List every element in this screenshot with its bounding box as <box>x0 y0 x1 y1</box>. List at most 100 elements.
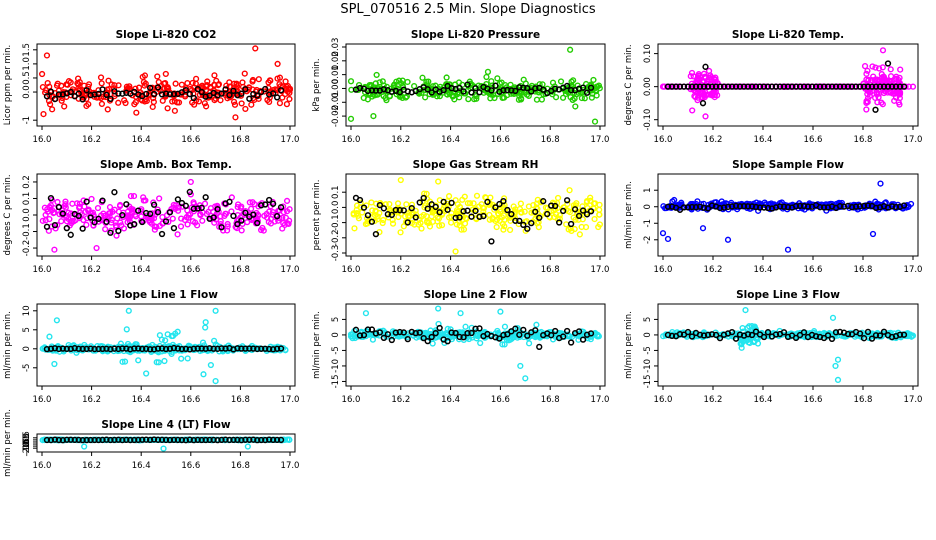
data-point <box>458 226 465 233</box>
data-point <box>43 436 51 444</box>
data-point <box>99 436 106 444</box>
data-point <box>218 224 225 231</box>
data-point <box>283 197 291 204</box>
data-point <box>255 76 262 83</box>
y-tick-label: -0.01 <box>331 91 341 113</box>
data-point <box>444 325 451 333</box>
data-point <box>162 337 169 344</box>
data-point <box>884 83 892 90</box>
data-point <box>581 95 588 102</box>
data-point <box>397 176 404 184</box>
data-point <box>190 94 197 102</box>
data-point <box>115 227 122 235</box>
data-point <box>776 83 784 90</box>
data-point <box>83 221 90 228</box>
data-point <box>146 210 154 217</box>
data-point <box>800 83 808 90</box>
data-point <box>875 90 883 97</box>
data-point <box>517 200 524 207</box>
data-point <box>79 96 86 103</box>
data-point <box>716 334 724 342</box>
data-point <box>119 211 126 219</box>
data-point <box>139 436 146 443</box>
data-point <box>772 331 780 338</box>
data-point <box>868 335 876 342</box>
x-axis: 16.0 16.2 16.4 16.6 16.8 17.0 <box>654 126 922 145</box>
data-point <box>254 437 261 444</box>
data-point <box>484 198 491 206</box>
data-point <box>269 90 277 97</box>
data-point <box>784 203 792 211</box>
data-point <box>784 83 792 90</box>
data-point <box>177 223 185 230</box>
data-point <box>556 219 563 226</box>
data-point <box>204 78 211 85</box>
data-point <box>832 362 839 370</box>
data-point <box>70 218 77 225</box>
y-tick-label: 0.00 <box>331 79 341 98</box>
data-point <box>533 96 541 103</box>
data-point <box>155 78 162 86</box>
x-tick-label: 16.8 <box>541 395 560 405</box>
plot-frame <box>36 43 296 127</box>
x-tick-label: 16.0 <box>342 135 361 145</box>
data-point <box>143 90 150 98</box>
data-point <box>67 436 74 443</box>
x-tick-label: 16.4 <box>441 395 460 405</box>
y-tick-label: -15 <box>331 375 341 389</box>
data-point <box>507 214 514 221</box>
data-point <box>111 189 118 196</box>
data-point <box>88 195 95 203</box>
data-point <box>536 343 543 351</box>
data-point <box>279 225 286 232</box>
data-point <box>477 339 484 347</box>
data-point <box>353 210 360 217</box>
data-point <box>42 211 49 219</box>
x-tick-label: 17.0 <box>281 461 300 471</box>
data-point <box>131 101 138 108</box>
data-point <box>750 338 758 346</box>
data-point <box>891 76 898 83</box>
data-point <box>262 85 269 93</box>
data-point <box>716 204 724 212</box>
data-point <box>700 70 708 77</box>
data-point <box>172 80 179 87</box>
data-point <box>872 64 879 71</box>
data-point <box>590 200 598 207</box>
data-point <box>863 70 870 77</box>
data-point <box>460 88 467 95</box>
data-point <box>226 436 233 444</box>
data-point <box>780 203 788 210</box>
y-axis: -1 0.00.51.01.5 <box>22 43 37 124</box>
data-point <box>241 70 248 77</box>
data-point <box>672 83 680 90</box>
data-point <box>428 89 435 96</box>
data-point <box>352 326 360 333</box>
data-point <box>55 91 63 98</box>
data-point <box>520 84 527 91</box>
data-point <box>250 211 257 218</box>
data-point <box>121 97 128 104</box>
data-point <box>447 326 454 333</box>
data-point <box>800 329 808 336</box>
data-point <box>201 100 208 107</box>
data-point <box>595 223 602 231</box>
y-axis-label: degrees C per min. <box>624 44 634 125</box>
data-point <box>83 198 90 205</box>
data-point <box>863 76 870 83</box>
data-point <box>187 178 194 186</box>
data-point <box>756 83 764 90</box>
data-point <box>46 333 53 340</box>
data-point <box>238 90 245 97</box>
data-point <box>76 204 83 211</box>
data-point <box>432 82 439 89</box>
data-point <box>520 221 527 229</box>
y-tick-label: 0 <box>331 332 341 337</box>
data-point <box>127 193 135 200</box>
data-point <box>258 88 265 96</box>
data-point <box>575 212 583 219</box>
data-point <box>351 225 358 232</box>
data-point <box>190 199 197 206</box>
data-point <box>691 92 698 100</box>
data-point <box>732 335 740 342</box>
